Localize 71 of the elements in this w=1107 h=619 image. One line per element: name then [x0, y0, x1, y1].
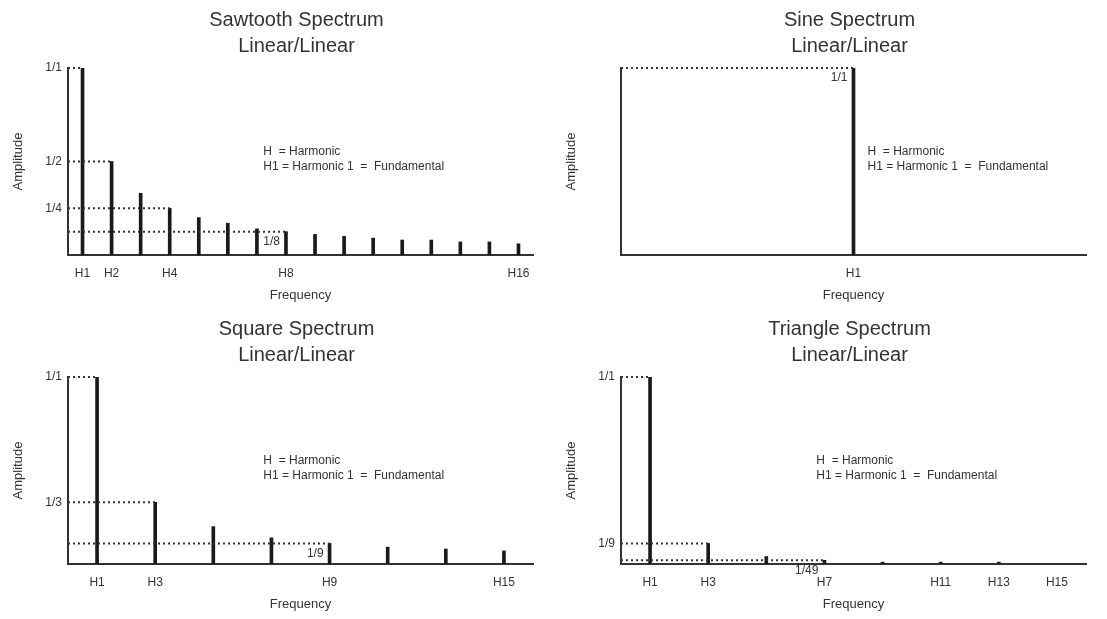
bar — [342, 235, 346, 255]
annotation: H = Harmonic — [263, 453, 341, 468]
x-tick-label: H7 — [816, 574, 833, 589]
bar — [706, 543, 711, 564]
bar — [996, 561, 1001, 564]
x-axis-title: Frequency — [822, 595, 885, 611]
annotation: H = Harmonic — [816, 453, 894, 468]
x-tick-label: H1 — [89, 574, 106, 589]
bar — [226, 222, 230, 255]
bar — [371, 237, 375, 255]
x-axis-title: Frequency — [269, 595, 332, 611]
chart-subtitle: Linear/Linear — [791, 33, 909, 56]
annotation: 1/1 — [598, 369, 616, 384]
annotation: H = Harmonic — [867, 144, 945, 159]
chart-subtitle: Linear/Linear — [238, 342, 356, 365]
annotation: 1/1 — [45, 60, 63, 75]
bar — [255, 228, 259, 255]
annotation: 1/8 — [263, 233, 281, 248]
annotation: 1/9 — [306, 545, 324, 560]
annotation: H1 = Harmonic 1 = Fundamental — [263, 159, 445, 174]
bar — [196, 217, 201, 255]
annotation: 1/3 — [45, 494, 63, 509]
bar — [429, 239, 434, 255]
annotation: H = Harmonic — [263, 144, 341, 159]
bar — [400, 239, 405, 255]
bar — [502, 550, 506, 564]
x-tick-label: H4 — [162, 265, 178, 280]
x-tick-label: H1 — [74, 265, 91, 280]
x-tick-label: H15 — [492, 574, 516, 589]
annotation: H1 = Harmonic 1 = Fundamental — [867, 159, 1049, 174]
x-tick-label: H1 — [845, 265, 862, 280]
bar — [938, 561, 943, 564]
bar — [385, 546, 390, 564]
bar — [95, 377, 99, 564]
chart-title: Sine Spectrum — [783, 7, 916, 30]
annotation: H1 = Harmonic 1 = Fundamental — [816, 468, 998, 483]
chart-title: Square Spectrum — [218, 316, 375, 339]
x-tick-label: H9 — [321, 574, 338, 589]
x-tick-label: H1 — [642, 574, 659, 589]
annotation: 1/49 — [795, 562, 819, 577]
annotation: 1/1 — [45, 369, 63, 384]
x-tick-label: H2 — [103, 265, 120, 280]
bar — [313, 234, 317, 255]
annotation: H1 = Harmonic 1 = Fundamental — [263, 468, 445, 483]
bar — [153, 501, 158, 564]
x-axis-title: Frequency — [269, 286, 332, 302]
bar — [211, 526, 216, 564]
y-axis-title: Amplitude — [562, 132, 578, 191]
x-tick-label: H16 — [507, 265, 530, 280]
x-tick-label: H15 — [1045, 574, 1069, 589]
bar — [443, 548, 448, 564]
annotation: 1/4 — [45, 200, 63, 215]
chart-subtitle: Linear/Linear — [238, 33, 356, 56]
x-tick-label: H11 — [930, 574, 952, 589]
x-tick-label: H8 — [278, 265, 294, 280]
bar — [167, 207, 172, 255]
x-axis-title: Frequency — [822, 286, 885, 302]
annotation: 1/2 — [45, 153, 63, 168]
chart-subtitle: Linear/Linear — [791, 342, 909, 365]
y-axis-title: Amplitude — [562, 441, 578, 500]
y-axis-title: Amplitude — [9, 132, 25, 191]
annotation: 1/9 — [598, 535, 616, 550]
chart-title: Sawtooth Spectrum — [209, 7, 384, 30]
bar — [648, 377, 652, 564]
x-tick-label: H3 — [700, 574, 717, 589]
x-tick-label: H13 — [987, 574, 1011, 589]
bar — [284, 231, 288, 255]
y-axis-title: Amplitude — [9, 441, 25, 500]
annotation: 1/1 — [830, 70, 848, 85]
chart-title: Triangle Spectrum — [768, 316, 931, 339]
x-tick-label: H3 — [147, 574, 164, 589]
